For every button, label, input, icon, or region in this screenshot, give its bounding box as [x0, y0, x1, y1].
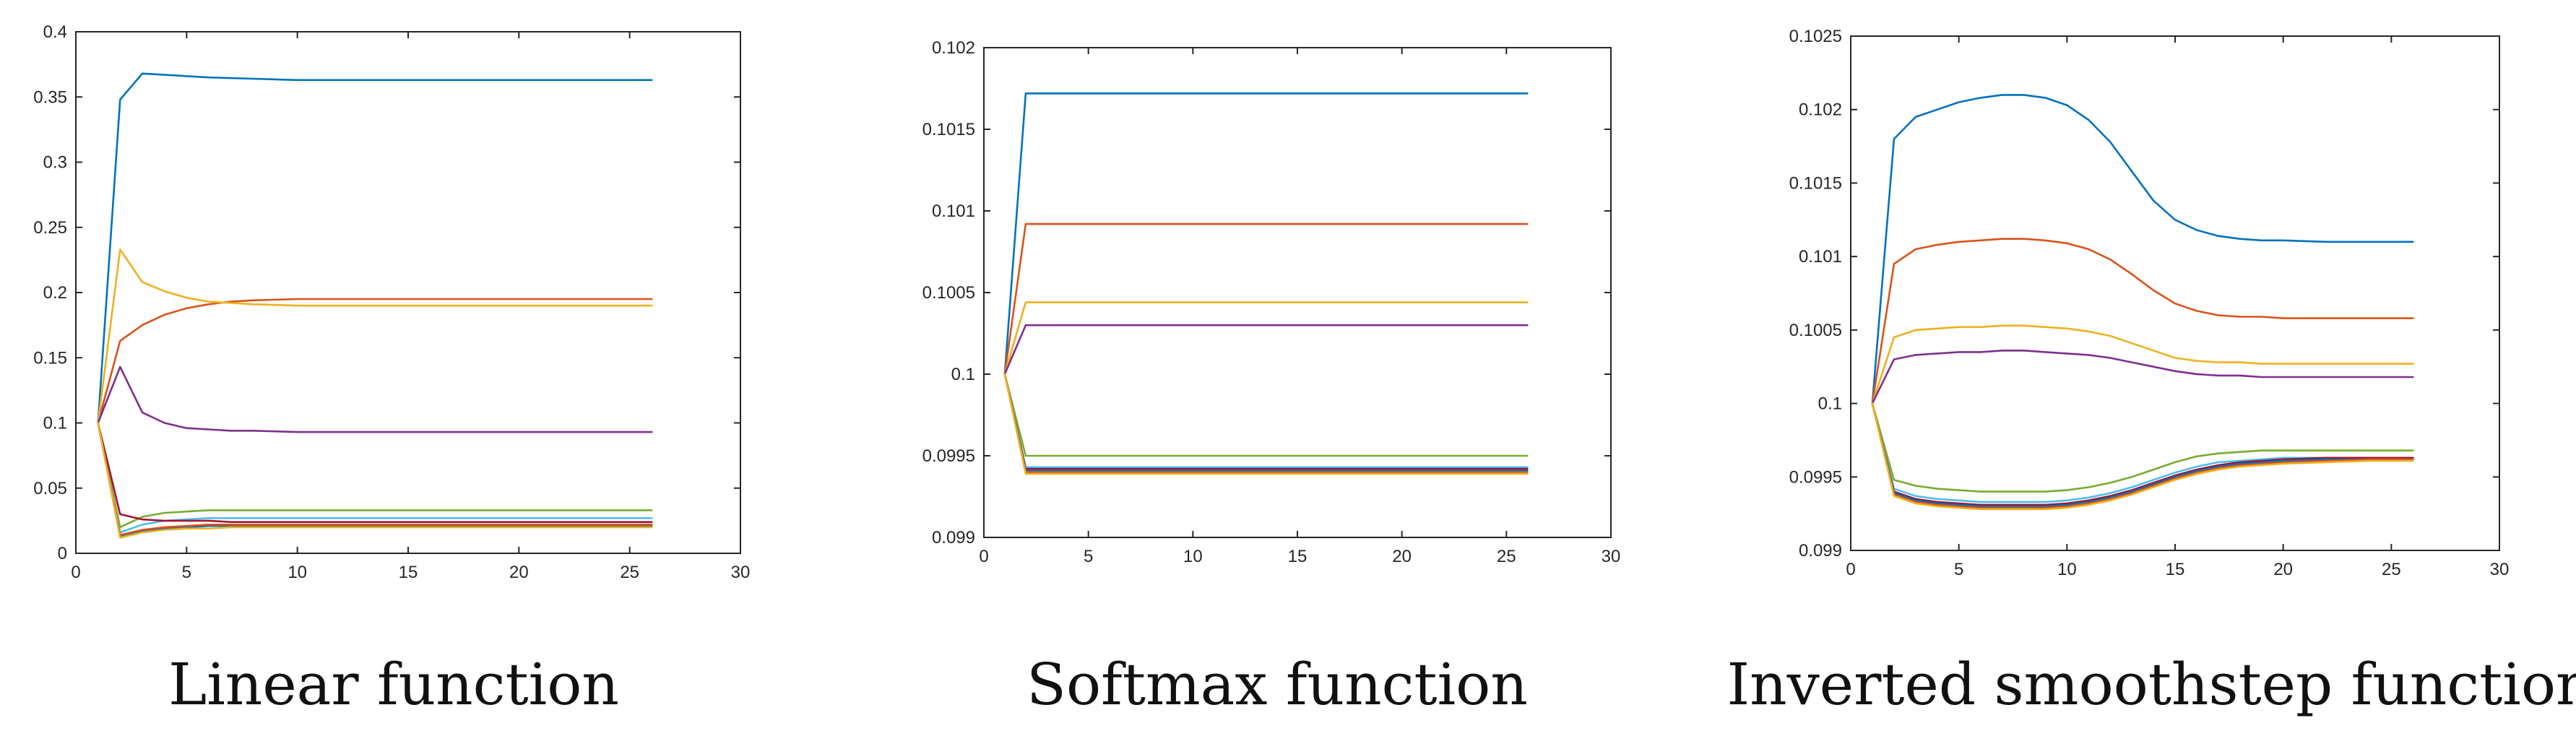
y-tick-label: 0.1025 — [1789, 27, 1842, 46]
y-tick-label: 0.1005 — [922, 283, 975, 303]
y-tick-label: 0.3 — [43, 153, 67, 173]
x-tick-label: 0 — [1846, 560, 1855, 579]
x-tick-label: 20 — [1392, 547, 1412, 566]
series-line-9 — [1003, 373, 1529, 473]
x-tick-label: 20 — [2273, 560, 2293, 579]
series-line-2 — [97, 298, 653, 424]
y-tick-label: 0.102 — [1799, 100, 1842, 120]
x-tick-label: 10 — [288, 563, 307, 582]
series-line-1 — [1003, 92, 1529, 376]
y-tick-label: 0.099 — [1799, 541, 1842, 561]
series-line-8 — [97, 422, 653, 537]
y-tick-label: 0 — [58, 544, 67, 563]
x-tick-label: 20 — [509, 563, 529, 582]
series-line-3 — [97, 248, 653, 424]
x-tick-label: 15 — [1288, 547, 1308, 566]
series-line-1 — [1871, 94, 2414, 405]
x-tick-label: 25 — [1497, 547, 1516, 566]
x-tick-label: 30 — [731, 563, 751, 582]
series-line-10 — [1871, 402, 2414, 511]
plot-area-frame — [75, 31, 741, 554]
series-line-2 — [1871, 238, 2414, 405]
series-line-9 — [1871, 402, 2414, 509]
panel-inverted-smoothstep-function: 0 5 10 15 20 25 30 0.099 0.0995 0.1 0.1005 0.101 0.1… — [1726, 27, 2576, 718]
x-tick-label: 30 — [1602, 547, 1621, 566]
x-tick-label: 0 — [71, 563, 80, 582]
series-line-5 — [1871, 402, 2414, 493]
y-tick-label: 0.0995 — [1789, 467, 1842, 487]
series-line-4 — [1003, 324, 1529, 376]
series-line-7 — [1003, 373, 1529, 470]
y-tick-label: 0.0995 — [922, 446, 975, 466]
y-tick-label: 0.1 — [1818, 394, 1842, 414]
series-line-9 — [97, 422, 653, 537]
y-tick-label: 0.35 — [33, 87, 67, 107]
panel-softmax-function: 0 5 10 15 20 25 30 0.099 0.0995 0.1 0.1005 0.101 0.1… — [922, 38, 1621, 718]
series-line-10 — [97, 422, 653, 539]
x-tick-label: 5 — [182, 563, 191, 582]
plot-area-frame — [983, 47, 1612, 538]
panel-caption-linear-function: Linear function — [168, 651, 619, 718]
x-tick-label: 15 — [399, 563, 418, 582]
series-line-7 — [1871, 402, 2414, 506]
series-line-3 — [1003, 301, 1529, 376]
series-line-7 — [97, 422, 653, 524]
series-line-1 — [97, 72, 653, 424]
y-tick-label: 0.05 — [33, 479, 67, 498]
x-tick-label: 10 — [2057, 560, 2077, 579]
x-tick-label: 5 — [1954, 560, 1963, 579]
series-line-6 — [97, 422, 653, 534]
y-tick-label: 0.1 — [43, 414, 67, 433]
series-line-6 — [1003, 373, 1529, 469]
x-tick-label: 5 — [1084, 547, 1093, 566]
y-tick-label: 0.4 — [43, 22, 67, 42]
series-line-8 — [1871, 402, 2414, 508]
series-line-5 — [97, 422, 653, 529]
y-tick-label: 0.102 — [932, 38, 975, 58]
series-line-2 — [1003, 222, 1529, 376]
panel-caption-inverted-smoothstep-function: Inverted smoothstep function — [1726, 651, 2576, 718]
y-tick-label: 0.099 — [932, 528, 975, 548]
y-tick-label: 0.101 — [932, 202, 975, 221]
y-tick-label: 0.15 — [33, 348, 67, 368]
y-tick-label: 0.1015 — [1789, 173, 1842, 193]
y-tick-label: 0.2 — [43, 283, 67, 303]
series-line-6 — [1871, 402, 2414, 503]
y-tick-label: 0.1 — [951, 365, 975, 384]
y-tick-label: 0.1015 — [922, 120, 975, 139]
x-tick-label: 10 — [1183, 547, 1203, 566]
y-tick-label: 0.101 — [1799, 247, 1842, 267]
x-tick-label: 30 — [2490, 560, 2510, 579]
y-tick-label: 0.25 — [33, 218, 67, 238]
panel-caption-softmax-function: Softmax function — [1026, 651, 1528, 718]
x-tick-label: 0 — [979, 547, 988, 566]
y-tick-label: 0.1005 — [1789, 321, 1842, 340]
x-tick-label: 25 — [620, 563, 639, 582]
series-line-5 — [1003, 373, 1529, 457]
series-line-4 — [1871, 349, 2414, 405]
series-line-3 — [1871, 324, 2414, 405]
series-line-4 — [97, 365, 653, 433]
series-line-10 — [1003, 373, 1529, 475]
x-tick-label: 25 — [2382, 560, 2401, 579]
x-tick-label: 15 — [2166, 560, 2185, 579]
panel-linear-function: 0 5 10 15 20 25 30 0 0.05 0.1 0.15 0.2 0.25 0.3 0.35 0.… — [33, 22, 750, 718]
